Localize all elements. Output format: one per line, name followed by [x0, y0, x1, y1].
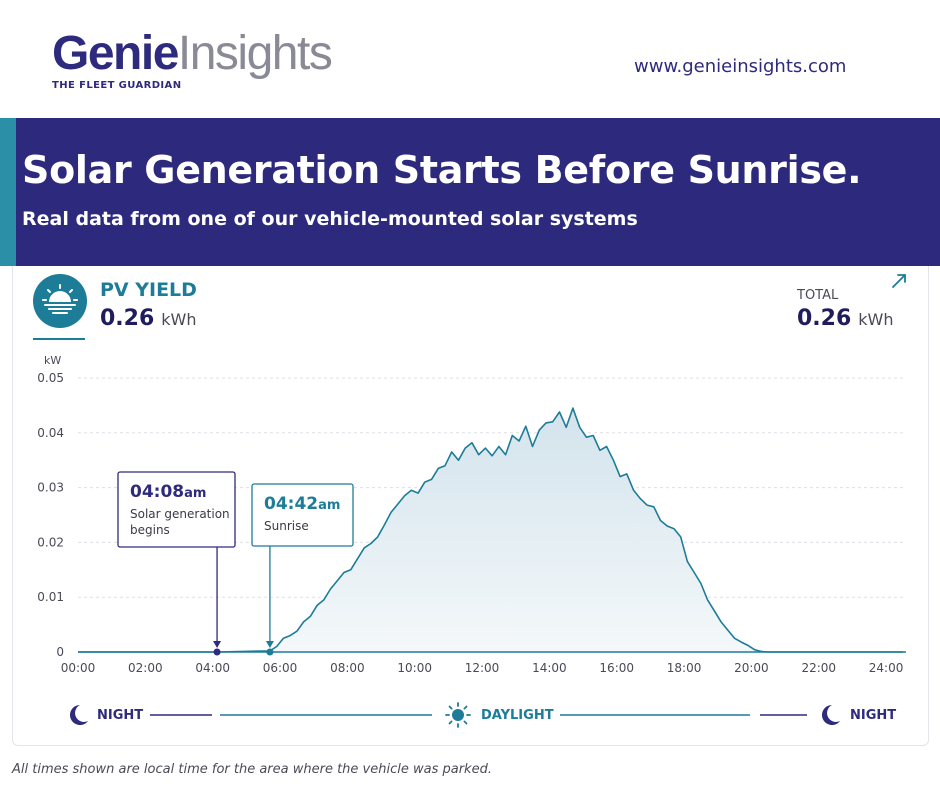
callout-arrowhead [213, 641, 222, 648]
y-axis-label: kW [44, 354, 61, 367]
y-tick-label: 0 [56, 645, 64, 659]
period-bar: NIGHT DAYLIGHT NIGHT [70, 702, 896, 728]
website-link[interactable]: www.genieinsights.com [634, 56, 847, 77]
moon-icon [70, 705, 88, 725]
logo-secondary: Insights [177, 27, 333, 80]
yield-line [78, 407, 903, 653]
logo-tagline: THE FLEET GUARDIAN [52, 80, 182, 91]
banner-subtitle: Real data from one of our vehicle-mounte… [22, 208, 638, 230]
chart-annotations: 04:08am Solar generation begins 04:42am Sunr… [117, 471, 354, 656]
total-unit: kWh [858, 310, 894, 329]
yield-area-fill [78, 408, 903, 652]
x-tick-label: 00:00 [61, 661, 96, 675]
x-tick-label: 02:00 [128, 661, 163, 675]
pv-yield-chart: 0 0.01 0.02 0.03 0.04 0.05 00:00 02:00 04:00 06:… [37, 354, 906, 728]
banner-accent-stripe [0, 118, 16, 266]
y-tick-label: 0.03 [37, 481, 64, 495]
callout-time: 04:42am [264, 494, 340, 514]
y-tick-label: 0.01 [37, 590, 64, 604]
total-value: 0.26 kWh [797, 306, 894, 331]
total-label: TOTAL [797, 288, 839, 303]
callout-time-suffix: am [318, 498, 340, 513]
moon-icon [822, 705, 840, 725]
pv-yield-title: PV YIELD [100, 279, 197, 301]
annotation-callout: 04:42am Sunrise [251, 483, 354, 656]
logo-primary: Genie [52, 27, 179, 80]
callout-time-suffix: am [184, 486, 206, 501]
footnote: All times shown are local time for the a… [12, 762, 492, 777]
x-tick-label: 20:00 [734, 661, 769, 675]
y-tick-label: 0.02 [37, 535, 64, 549]
pv-tab-underline [33, 338, 85, 340]
sun-icon [445, 702, 471, 728]
expand-arrow-icon[interactable] [890, 272, 908, 290]
event-marker [213, 648, 221, 656]
x-tick-label: 10:00 [397, 661, 432, 675]
y-axis-ticks: 0 0.01 0.02 0.03 0.04 0.05 [37, 371, 64, 659]
banner-title: Solar Generation Starts Before Sunrise. [22, 148, 862, 192]
callout-arrowhead [265, 641, 274, 648]
x-tick-label: 22:00 [801, 661, 836, 675]
logo-wordmark: GenieInsights [52, 27, 333, 80]
sunrise-icon [33, 274, 87, 328]
pv-yield-value: 0.26 kWh [100, 306, 197, 331]
callout-text: Sunrise [264, 519, 309, 533]
callout-box [251, 483, 354, 547]
callout-text: Solar generation [130, 507, 230, 521]
logo[interactable]: GenieInsights THE FLEET GUARDIAN [52, 27, 333, 92]
headline-banner: Solar Generation Starts Before Sunrise. … [0, 118, 940, 266]
x-tick-label: 12:00 [465, 661, 500, 675]
y-tick-label: 0.05 [37, 371, 64, 385]
callout-text: begins [130, 523, 170, 537]
annotation-callout: 04:08am Solar generation begins [117, 471, 236, 656]
total-number: 0.26 [797, 306, 852, 331]
x-tick-label: 18:00 [667, 661, 702, 675]
x-tick-label: 06:00 [263, 661, 298, 675]
y-tick-label: 0.04 [37, 426, 64, 440]
x-tick-label: 08:00 [330, 661, 365, 675]
pv-yield-unit: kWh [161, 310, 197, 329]
event-marker [266, 648, 274, 656]
x-tick-label: 04:00 [195, 661, 230, 675]
pv-yield-number: 0.26 [100, 306, 155, 331]
x-tick-label: 16:00 [599, 661, 634, 675]
x-tick-label: 24:00 [869, 661, 904, 675]
callout-time: 04:08am [130, 482, 206, 502]
night-left-label: NIGHT [97, 708, 143, 723]
x-tick-label: 14:00 [532, 661, 567, 675]
daylight-label: DAYLIGHT [481, 708, 554, 723]
callout-box [117, 471, 236, 548]
night-right-label: NIGHT [850, 708, 896, 723]
x-axis-ticks: 00:00 02:00 04:00 06:00 08:00 10:00 12:00 14:00… [61, 661, 904, 675]
